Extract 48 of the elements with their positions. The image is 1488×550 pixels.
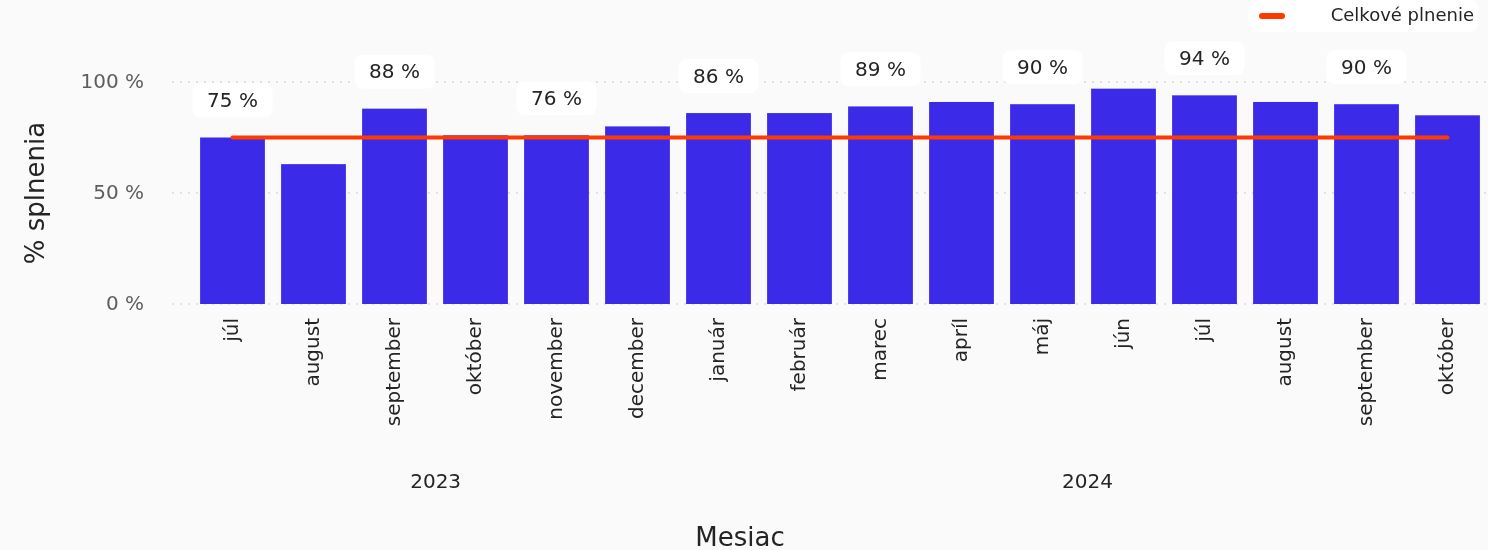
data-label: 90 %: [1017, 54, 1068, 79]
bar: [605, 126, 670, 304]
bar: [443, 135, 508, 304]
x-tick-label: august: [300, 317, 324, 387]
bar: [767, 113, 832, 304]
x-tick-label: apríl: [948, 318, 972, 363]
x-tick-label: august: [1272, 317, 1296, 387]
data-label: 90 %: [1341, 54, 1392, 79]
x-tick-label: február: [786, 317, 810, 392]
bar: [281, 164, 346, 304]
bar: [1010, 104, 1075, 304]
bar: [1253, 101, 1318, 304]
x-tick-label: december: [624, 317, 648, 420]
x-tick-label: marec: [867, 318, 891, 381]
text: 2024: [1062, 469, 1113, 493]
bar: [1334, 104, 1399, 304]
bar: [686, 113, 751, 304]
data-label: 76 %: [531, 85, 582, 110]
data-label: 86 %: [693, 63, 744, 88]
y-axis-title: % splnenia: [20, 121, 50, 265]
x-tick-label: máj: [1029, 318, 1053, 356]
data-label: 94 %: [1179, 45, 1230, 70]
y-tick-label: 50 %: [93, 179, 144, 204]
x-tick-label: október: [1434, 317, 1458, 396]
bar: [524, 135, 589, 304]
text: Celkové plnenie: [1330, 4, 1474, 25]
x-tick-label: jún: [1110, 318, 1134, 350]
bar: [1415, 115, 1480, 304]
x-axis-title: Mesiac: [695, 522, 785, 550]
bar: [848, 106, 913, 304]
y-tick-label: 0 %: [105, 290, 144, 315]
bar: [200, 137, 265, 304]
x-tick-label: júl: [1191, 318, 1215, 343]
x-tick-label: september: [381, 317, 405, 427]
bar: [929, 101, 994, 304]
x-tick-label: november: [543, 317, 567, 420]
data-label: 75 %: [207, 88, 258, 112]
x-tick-label: október: [462, 317, 486, 396]
text: 2023: [410, 469, 462, 493]
bar: [1091, 88, 1156, 304]
data-label: 88 %: [369, 59, 420, 84]
bar: [362, 108, 427, 304]
x-tick-label: január: [705, 317, 729, 383]
data-label: 89 %: [855, 56, 906, 81]
bar: [1172, 95, 1237, 304]
y-tick-label: 100 %: [80, 68, 144, 93]
x-tick-label: september: [1353, 317, 1377, 427]
x-tick-label: júl: [219, 318, 243, 343]
